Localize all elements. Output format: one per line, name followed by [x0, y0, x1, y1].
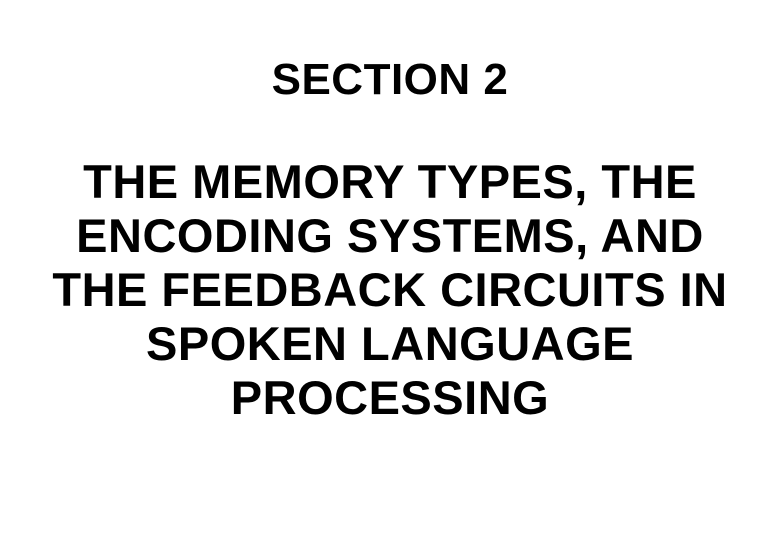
section-title: THE MEMORY TYPES, THE ENCODING SYSTEMS, … [0, 155, 780, 425]
section-heading: SECTION 2 [272, 55, 509, 105]
